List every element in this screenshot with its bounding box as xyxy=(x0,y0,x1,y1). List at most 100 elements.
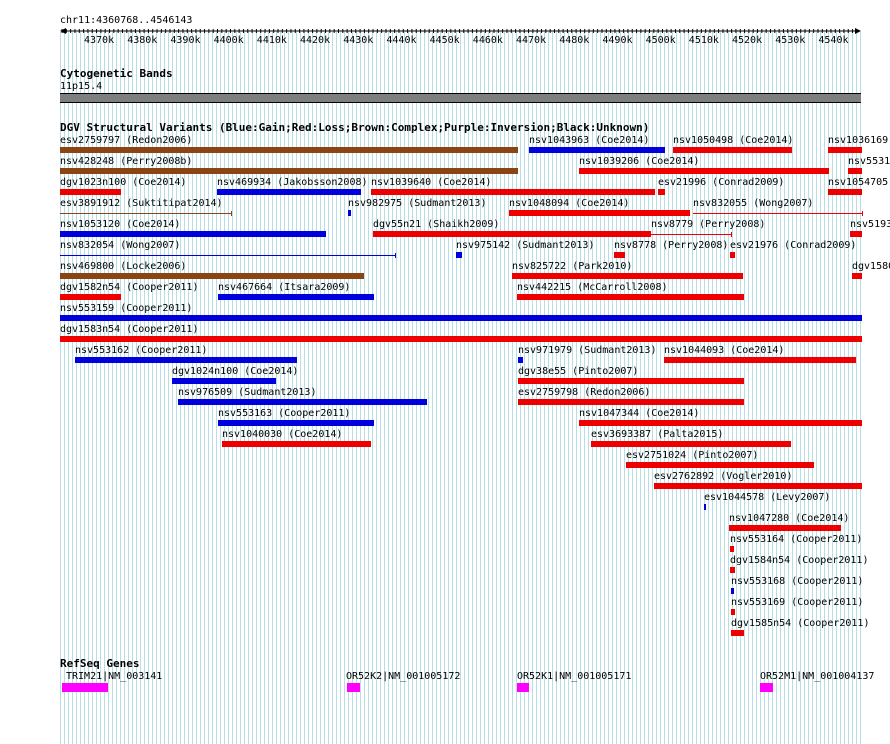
dgv-feature-label[interactable]: nsv553164 (Cooper2011) xyxy=(730,534,863,545)
dgv-feature-loss-bar[interactable] xyxy=(591,441,791,447)
dgv-feature-label[interactable]: esv3693387 (Palta2015) xyxy=(591,429,724,440)
dgv-feature-label[interactable]: nsv553159 (Cooper2011) xyxy=(60,303,193,314)
cytoband-11p15-4[interactable] xyxy=(60,93,861,103)
dgv-feature-loss-bar[interactable] xyxy=(730,546,734,552)
dgv-feature-loss-bar[interactable] xyxy=(729,525,841,531)
dgv-feature-loss-bar[interactable] xyxy=(654,483,862,489)
dgv-feature-label[interactable]: nsv8779 (Perry2008) xyxy=(651,219,766,230)
dgv-feature-label[interactable]: nsv832054 (Wong2007) xyxy=(60,240,181,251)
dgv-feature-label[interactable]: nsv5531 xyxy=(848,156,890,167)
dgv-feature-label[interactable]: dgv1024n100 (Coe2014) xyxy=(172,366,299,377)
dgv-feature-label[interactable]: nsv428248 (Perry2008b) xyxy=(60,156,193,167)
refseq-gene-model[interactable] xyxy=(517,683,529,692)
dgv-feature-label[interactable]: dgv55n21 (Shaikh2009) xyxy=(373,219,500,230)
dgv-feature-complex-bar[interactable] xyxy=(60,273,364,279)
dgv-feature-label[interactable]: nsv1039206 (Coe2014) xyxy=(579,156,700,167)
dgv-feature-gain-bar[interactable] xyxy=(218,294,374,300)
dgv-feature-loss-bar[interactable] xyxy=(509,210,690,216)
dgv-feature-gain-bar[interactable] xyxy=(518,357,523,363)
refseq-gene-label[interactable]: OR52K2|NM_001005172 xyxy=(346,671,461,682)
dgv-feature-label[interactable]: esv21996 (Conrad2009) xyxy=(658,177,785,188)
dgv-feature-loss-bar[interactable] xyxy=(730,567,735,573)
dgv-feature-label[interactable]: dgv1023n100 (Coe2014) xyxy=(60,177,187,188)
dgv-feature-label[interactable]: nsv976509 (Sudmant2013) xyxy=(178,387,317,398)
dgv-feature-gain-bar[interactable] xyxy=(529,147,665,153)
dgv-feature-label[interactable]: nsv553168 (Cooper2011) xyxy=(731,576,864,587)
dgv-feature-label[interactable]: nsv1047344 (Coe2014) xyxy=(579,408,700,419)
dgv-feature-loss-bar[interactable] xyxy=(518,378,744,384)
dgv-feature-loss-bar[interactable] xyxy=(371,189,655,195)
dgv-feature-loss-bar[interactable] xyxy=(828,189,862,195)
dgv-feature-loss-bar[interactable] xyxy=(518,399,744,405)
dgv-feature-loss-bar[interactable] xyxy=(60,189,121,195)
dgv-feature-loss-bar[interactable] xyxy=(730,252,735,258)
refseq-gene-label[interactable]: TRIM21|NM_003141 xyxy=(66,671,163,682)
dgv-feature-label[interactable]: nsv8778 (Perry2008) xyxy=(614,240,729,251)
dgv-feature-gain-bar[interactable] xyxy=(348,210,351,216)
dgv-feature-label[interactable]: esv2762892 (Vogler2010) xyxy=(654,471,793,482)
dgv-feature-label[interactable]: nsv442215 (McCarroll2008) xyxy=(517,282,668,293)
dgv-feature-label[interactable]: nsv1050498 (Coe2014) xyxy=(673,135,794,146)
dgv-feature-loss-bar[interactable] xyxy=(373,231,651,237)
dgv-feature-label[interactable]: dgv1580 xyxy=(852,261,890,272)
dgv-feature-label[interactable]: nsv975142 (Sudmant2013) xyxy=(456,240,595,251)
dgv-feature-loss-bar[interactable] xyxy=(517,294,744,300)
dgv-feature-loss-bar[interactable] xyxy=(651,234,732,235)
dgv-feature-label[interactable]: esv21976 (Conrad2009) xyxy=(730,240,857,251)
dgv-feature-label[interactable]: dgv38e55 (Pinto2007) xyxy=(518,366,639,377)
dgv-feature-loss-bar[interactable] xyxy=(614,252,625,258)
dgv-feature-loss-bar[interactable] xyxy=(664,357,856,363)
dgv-feature-label[interactable]: nsv553162 (Cooper2011) xyxy=(75,345,208,356)
dgv-feature-loss-bar[interactable] xyxy=(222,441,371,447)
dgv-feature-gain-bar[interactable] xyxy=(456,252,462,258)
dgv-feature-label[interactable]: dgv1585n54 (Cooper2011) xyxy=(731,618,870,629)
dgv-feature-loss-bar[interactable] xyxy=(731,630,744,636)
dgv-feature-gain-bar[interactable] xyxy=(218,420,374,426)
dgv-feature-label[interactable]: esv2759798 (Redon2006) xyxy=(518,387,651,398)
dgv-feature-loss-bar[interactable] xyxy=(579,168,829,174)
dgv-feature-label[interactable]: dgv1582n54 (Cooper2011) xyxy=(60,282,199,293)
refseq-gene-model[interactable] xyxy=(347,683,360,692)
dgv-feature-gain-bar[interactable] xyxy=(60,231,326,237)
dgv-feature-loss-bar[interactable] xyxy=(850,231,862,237)
dgv-feature-loss-bar[interactable] xyxy=(731,609,735,615)
dgv-feature-complex-bar[interactable] xyxy=(60,213,232,214)
dgv-feature-label[interactable]: dgv1583n54 (Cooper2011) xyxy=(60,324,199,335)
dgv-feature-label[interactable]: nsv467664 (Itsara2009) xyxy=(218,282,351,293)
dgv-feature-label[interactable]: nsv1039640 (Coe2014) xyxy=(371,177,492,188)
dgv-feature-label[interactable]: nsv825722 (Park2010) xyxy=(512,261,633,272)
dgv-feature-loss-bar[interactable] xyxy=(658,189,665,195)
dgv-feature-label[interactable]: esv3891912 (Suktitipat2014) xyxy=(60,198,223,209)
dgv-feature-label[interactable]: nsv971979 (Sudmant2013) xyxy=(518,345,657,356)
dgv-feature-gain-bar[interactable] xyxy=(217,189,361,195)
dgv-feature-gain-bar[interactable] xyxy=(172,378,276,384)
dgv-feature-gain-bar[interactable] xyxy=(178,399,427,405)
dgv-feature-label[interactable]: nsv1036169 xyxy=(828,135,889,146)
refseq-gene-model[interactable] xyxy=(760,683,773,692)
dgv-feature-label[interactable]: nsv1044093 (Coe2014) xyxy=(664,345,785,356)
dgv-feature-label[interactable]: nsv1053120 (Coe2014) xyxy=(60,219,181,230)
dgv-feature-label[interactable]: nsv553163 (Cooper2011) xyxy=(218,408,351,419)
dgv-feature-label[interactable]: nsv1047280 (Coe2014) xyxy=(729,513,850,524)
refseq-gene-label[interactable]: OR52M1|NM_001004137 xyxy=(760,671,875,682)
dgv-feature-loss-bar[interactable] xyxy=(60,336,862,342)
dgv-feature-label[interactable]: nsv1043963 (Coe2014) xyxy=(529,135,650,146)
dgv-feature-label[interactable]: nsv1040030 (Coe2014) xyxy=(222,429,343,440)
dgv-feature-loss-bar[interactable] xyxy=(626,462,814,468)
dgv-feature-label[interactable]: nsv982975 (Sudmant2013) xyxy=(348,198,487,209)
dgv-feature-loss-bar[interactable] xyxy=(693,213,863,214)
dgv-feature-gain-bar[interactable] xyxy=(704,504,706,510)
dgv-feature-label[interactable]: esv1044578 (Levy2007) xyxy=(704,492,831,503)
refseq-gene-label[interactable]: OR52K1|NM_001005171 xyxy=(517,671,632,682)
dgv-feature-label[interactable]: nsv5193 xyxy=(850,219,890,230)
dgv-feature-loss-bar[interactable] xyxy=(512,273,743,279)
dgv-feature-label[interactable]: nsv832055 (Wong2007) xyxy=(693,198,814,209)
dgv-feature-complex-bar[interactable] xyxy=(60,168,518,174)
dgv-feature-loss-bar[interactable] xyxy=(828,147,862,153)
dgv-feature-label[interactable]: nsv553169 (Cooper2011) xyxy=(731,597,864,608)
dgv-feature-label[interactable]: dgv1584n54 (Cooper2011) xyxy=(730,555,869,566)
dgv-feature-loss-bar[interactable] xyxy=(673,147,792,153)
dgv-feature-label[interactable]: nsv1048094 (Coe2014) xyxy=(509,198,630,209)
dgv-feature-loss-bar[interactable] xyxy=(852,273,862,279)
dgv-feature-gain-bar[interactable] xyxy=(60,255,396,256)
